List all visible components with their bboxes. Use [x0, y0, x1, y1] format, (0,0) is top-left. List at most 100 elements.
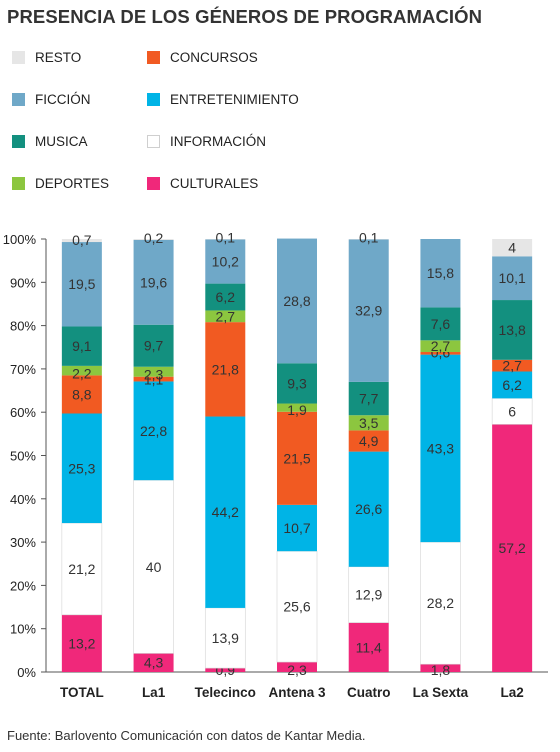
legend-label-informacion: INFORMACIÓN [170, 133, 266, 149]
bar-segment-culturales [348, 622, 389, 672]
bar-segment-resto [133, 239, 174, 240]
legend-label-deportes: DEPORTES [35, 175, 110, 191]
data-label: 0,1 [359, 229, 379, 245]
legend-swatch-ficcion [12, 92, 25, 106]
bar-segment-musica [420, 307, 461, 341]
data-label: 2,2 [72, 365, 92, 381]
data-label: 3,5 [359, 415, 379, 431]
data-label: 7,6 [431, 316, 451, 332]
data-label: 32,9 [355, 303, 382, 319]
data-label: 4,9 [359, 433, 379, 449]
data-label: 10,1 [499, 270, 526, 286]
legend-label-ficcion: FICCIÓN [35, 91, 91, 107]
y-tick-label: 80% [10, 319, 36, 334]
y-tick-label: 30% [10, 535, 36, 550]
data-label: 7,7 [359, 391, 379, 407]
bar-segment-ficci-n [348, 239, 389, 382]
bar-segment-entretenimiento [61, 413, 102, 524]
legend-swatch-informacion [147, 134, 160, 148]
data-label: 2,3 [287, 662, 307, 678]
y-tick-label: 0% [17, 665, 36, 680]
legend-item-entretenimiento: ENTRETENIMIENTO [147, 91, 299, 107]
bar-segment-ficci-n [277, 238, 317, 364]
y-tick-label: 40% [10, 492, 36, 507]
bar-segment-musica [61, 326, 102, 366]
bar-segment-entretenimiento [205, 416, 246, 608]
legend-label-entretenimiento: ENTRETENIMIENTO [170, 91, 299, 107]
source-note: Fuente: Barlovento Comunicación con dato… [7, 728, 366, 743]
bar-segment-ficci-n [133, 239, 174, 325]
bar-segment-concursos [205, 322, 246, 417]
data-label: 2,7 [431, 338, 451, 354]
data-label: 12,9 [355, 587, 382, 603]
bar-segment-entretenimiento [348, 451, 389, 567]
bar-segment-entretenimiento [133, 381, 174, 481]
legend-item-informacion: INFORMACIÓN [147, 133, 266, 149]
data-label: 10,7 [283, 520, 310, 536]
x-category-label: La1 [142, 685, 166, 700]
y-tick-label: 60% [10, 405, 36, 420]
legend-item-musica: MUSICA [12, 133, 88, 149]
bar-segment-musica [492, 300, 533, 360]
data-label: 0,1 [216, 229, 236, 245]
data-label: 2,7 [502, 358, 522, 374]
legend-item-concursos: CONCURSOS [147, 49, 258, 65]
bar-segment-concursos [277, 411, 317, 505]
data-label: 2,3 [144, 367, 164, 383]
bar-segment-resto [61, 239, 102, 243]
data-label: 11,4 [356, 639, 382, 655]
data-label: 8,8 [72, 386, 92, 402]
data-label: 1,8 [431, 662, 451, 678]
legend: RESTO CONCURSOS FICCIÓN ENTRETENIMIENTO … [0, 0, 560, 200]
data-label: 25,3 [68, 460, 95, 476]
bar-segment-deportes [277, 403, 317, 412]
bar-segment-deportes [133, 366, 174, 377]
legend-swatch-musica [12, 134, 25, 148]
data-label: 28,8 [283, 293, 310, 309]
legend-swatch-deportes [12, 176, 25, 190]
data-label: 13,9 [212, 630, 239, 646]
bar-segment-entretenimiento [420, 354, 461, 543]
bar-segment-resto [348, 239, 389, 240]
data-label: 9,3 [287, 375, 307, 391]
bar-segment-informaci-n [276, 550, 318, 663]
data-label: 19,6 [140, 274, 167, 290]
legend-swatch-entretenimiento [147, 92, 160, 106]
bar-segment-entretenimiento [277, 504, 317, 552]
data-label: 2,7 [216, 308, 236, 324]
data-label: 57,2 [499, 540, 526, 556]
bar-segment-deportes [61, 365, 102, 376]
legend-label-culturales: CULTURALES [170, 175, 259, 191]
legend-item-deportes: DEPORTES [12, 175, 109, 191]
stacked-bar-chart: 0% 10% 20% 30% 40% 50% 60% 70% 80% 90% 100% 13,2 21,… [3, 229, 548, 700]
x-category-label: TOTAL [60, 685, 104, 700]
bar-segment-concursos [492, 359, 533, 372]
bar-segment-culturales [133, 653, 174, 672]
data-label: 25,6 [283, 599, 310, 615]
bar-segment-musica [348, 381, 389, 416]
data-label: 44,2 [212, 504, 239, 520]
bar-segment-resto [492, 239, 533, 257]
bar-segment-ficci-n [492, 256, 533, 301]
data-label: 21,8 [212, 361, 239, 377]
data-label: 4,3 [144, 655, 164, 671]
bar-segment-ficci-n [205, 239, 246, 284]
bar-segment-entretenimiento [492, 371, 533, 399]
y-tick-label: 10% [10, 622, 36, 637]
data-label: 43,3 [427, 440, 454, 456]
data-label: 13,8 [499, 322, 526, 338]
x-category-label: Telecinco [195, 685, 256, 700]
data-label: 40 [146, 559, 162, 575]
y-tick-label: 70% [10, 362, 36, 377]
x-category-label: Cuatro [347, 685, 391, 700]
data-label: 0,2 [144, 230, 164, 246]
legend-label-concursos: CONCURSOS [170, 49, 258, 65]
x-category-label: La Sexta [413, 685, 469, 700]
bar-segment-culturales [420, 664, 461, 672]
legend-item-resto: RESTO [12, 49, 81, 65]
data-label: 9,1 [72, 338, 92, 354]
data-label: 0,7 [72, 232, 92, 248]
y-tick-label: 20% [10, 578, 36, 593]
data-label: 26,6 [355, 501, 382, 517]
data-label: 10,2 [212, 254, 239, 270]
